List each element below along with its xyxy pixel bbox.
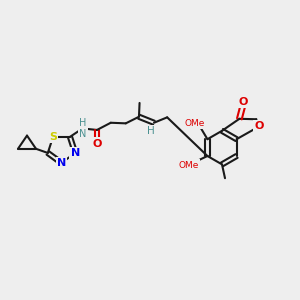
Text: N: N	[57, 158, 66, 168]
Text: N: N	[70, 148, 80, 158]
Text: OMe: OMe	[178, 160, 198, 169]
Text: H
N: H N	[79, 118, 86, 139]
Text: H: H	[147, 126, 155, 136]
Text: O: O	[254, 121, 263, 131]
Text: O: O	[92, 139, 102, 149]
Text: S: S	[49, 132, 57, 142]
Text: O: O	[238, 97, 248, 107]
Text: OMe: OMe	[184, 119, 205, 128]
